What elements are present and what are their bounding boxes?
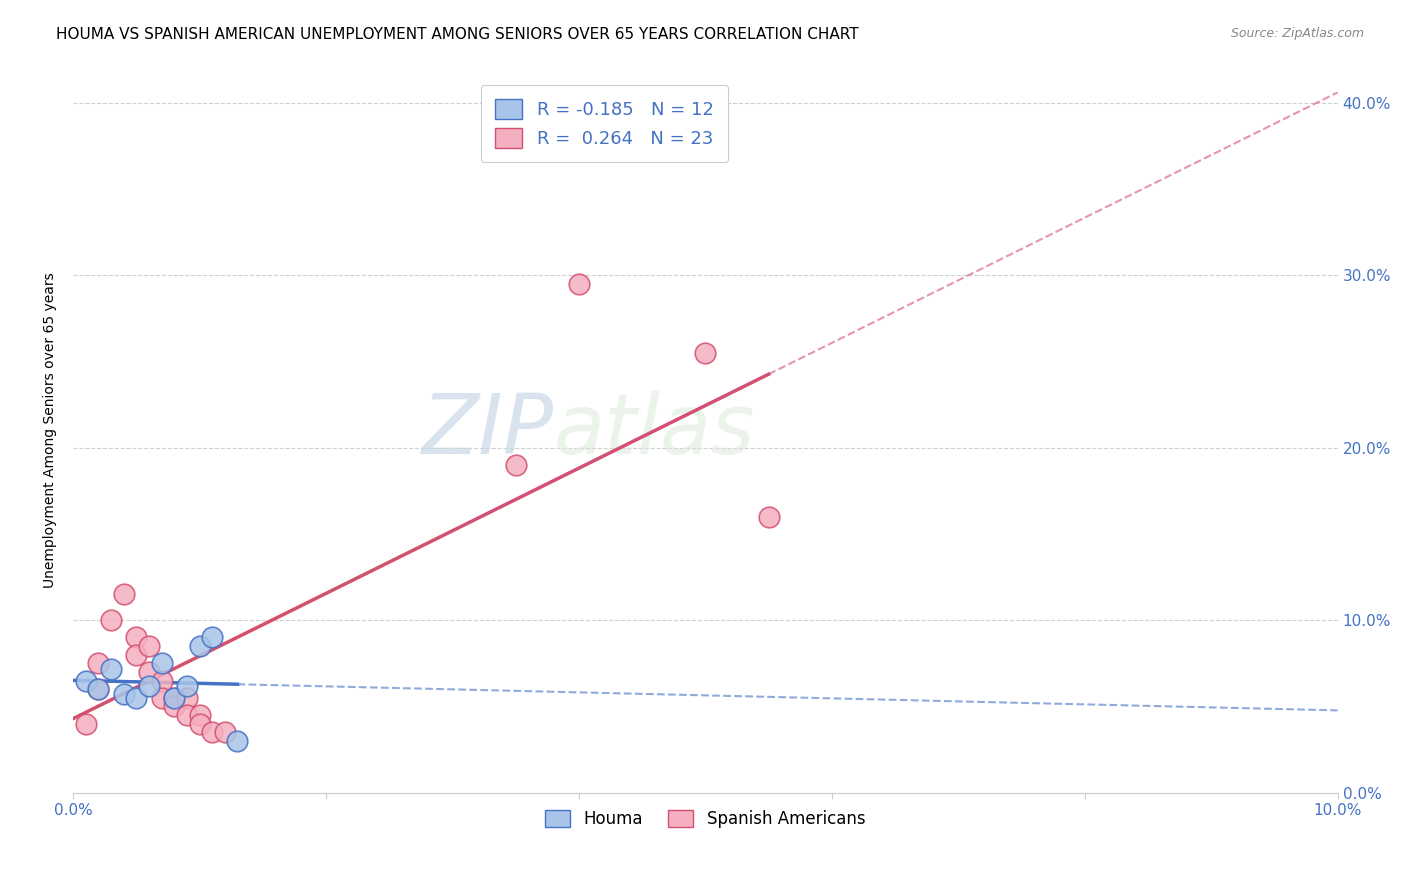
Point — [138, 665, 160, 679]
Point — [226, 734, 249, 748]
Point — [568, 277, 591, 291]
Point — [176, 679, 198, 693]
Point — [112, 587, 135, 601]
Point — [125, 690, 148, 705]
Text: atlas: atlas — [554, 390, 755, 471]
Text: HOUMA VS SPANISH AMERICAN UNEMPLOYMENT AMONG SENIORS OVER 65 YEARS CORRELATION C: HOUMA VS SPANISH AMERICAN UNEMPLOYMENT A… — [56, 27, 859, 42]
Point — [87, 657, 110, 671]
Point — [138, 639, 160, 653]
Legend: Houma, Spanish Americans: Houma, Spanish Americans — [538, 804, 872, 835]
Point — [125, 648, 148, 662]
Point — [176, 690, 198, 705]
Point — [758, 509, 780, 524]
Point — [201, 725, 224, 739]
Point — [112, 687, 135, 701]
Point — [163, 690, 186, 705]
Point — [138, 679, 160, 693]
Point — [87, 682, 110, 697]
Point — [150, 673, 173, 688]
Point — [695, 346, 717, 360]
Text: Source: ZipAtlas.com: Source: ZipAtlas.com — [1230, 27, 1364, 40]
Point — [201, 631, 224, 645]
Point — [100, 613, 122, 627]
Point — [125, 631, 148, 645]
Point — [150, 690, 173, 705]
Point — [163, 690, 186, 705]
Text: ZIP: ZIP — [422, 390, 554, 471]
Point — [100, 661, 122, 675]
Point — [87, 682, 110, 697]
Y-axis label: Unemployment Among Seniors over 65 years: Unemployment Among Seniors over 65 years — [44, 273, 58, 589]
Point — [163, 699, 186, 714]
Point — [75, 716, 97, 731]
Point — [188, 708, 211, 723]
Point — [75, 673, 97, 688]
Point — [505, 458, 527, 472]
Point — [176, 708, 198, 723]
Point — [214, 725, 236, 739]
Point — [188, 716, 211, 731]
Point — [150, 657, 173, 671]
Point — [188, 639, 211, 653]
